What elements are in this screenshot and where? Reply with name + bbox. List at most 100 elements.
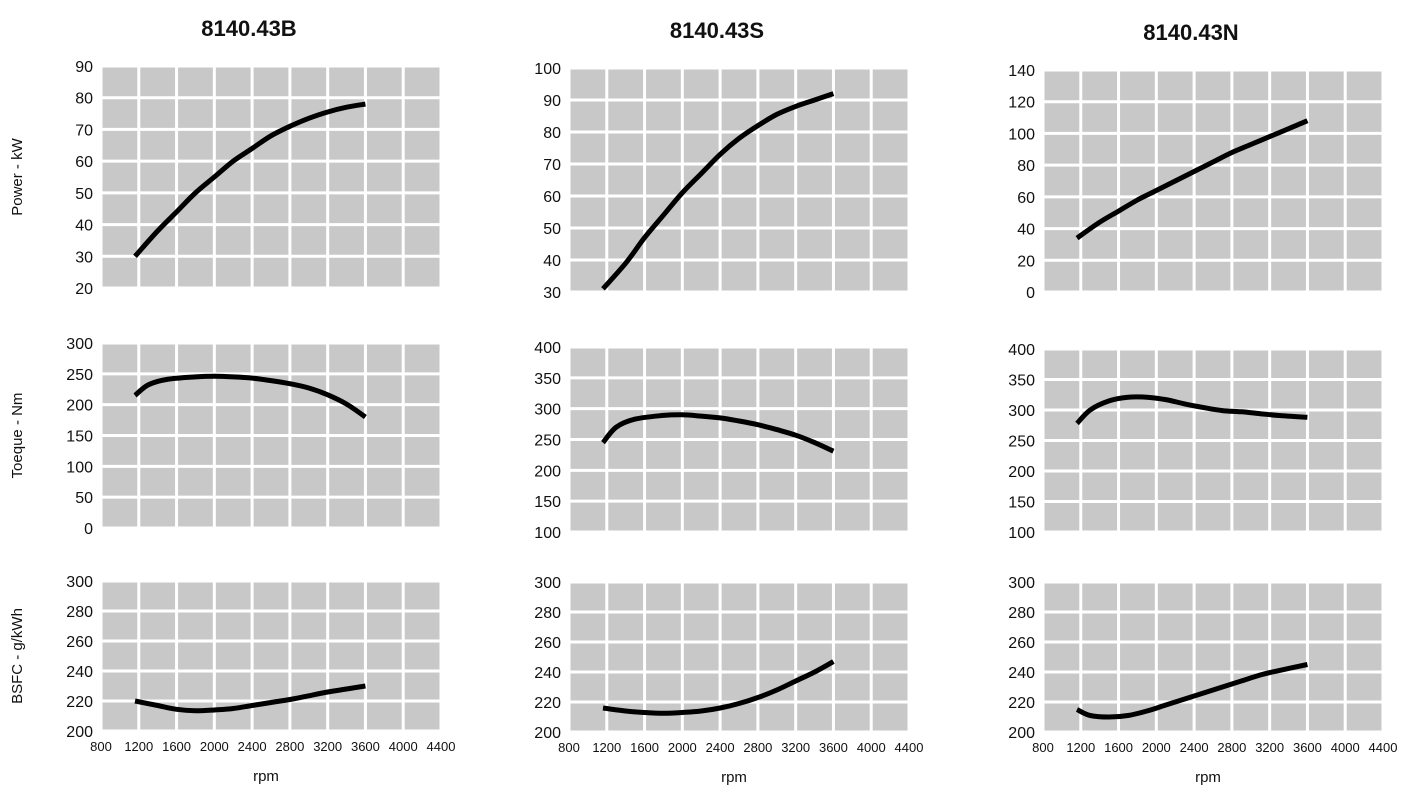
- y-tick-label: 30: [75, 249, 93, 266]
- x-tick-label: 2800: [1217, 740, 1246, 755]
- chart-panel-5: 100 150 200 250 300 350 400: [1008, 342, 1385, 542]
- x-tick-label: 1600: [1104, 740, 1133, 755]
- x-tick-label: 1200: [124, 739, 153, 754]
- y-tick-label: 80: [543, 125, 561, 142]
- y-axis-label: Toeque - Nm: [9, 393, 26, 479]
- plot-background: [101, 581, 441, 731]
- series-line: [133, 101, 366, 258]
- x-tick-label: 3600: [1293, 740, 1322, 755]
- x-tick-label: 2000: [1142, 740, 1171, 755]
- y-tick-label: 60: [1017, 190, 1035, 207]
- plot-background: [1043, 582, 1383, 732]
- y-tick-label: 350: [534, 371, 561, 388]
- y-tick-label: 240: [534, 665, 561, 682]
- y-tick-label: 300: [1008, 575, 1035, 592]
- series-line: [602, 659, 835, 716]
- y-tick-label: 140: [1008, 63, 1035, 80]
- y-tick-label: 90: [75, 59, 93, 76]
- y-tick-label: 30: [543, 285, 561, 302]
- series-line: [601, 412, 835, 454]
- y-tick-label: 50: [75, 186, 93, 203]
- x-axis-label: rpm: [721, 769, 747, 786]
- x-tick-label: 2400: [1180, 740, 1209, 755]
- x-tick-label: 3200: [781, 740, 810, 755]
- y-tick-label: 120: [1008, 95, 1035, 112]
- x-tick-label: 3200: [313, 739, 342, 754]
- y-tick-label: 300: [1008, 403, 1035, 420]
- y-tick-label: 300: [534, 575, 561, 592]
- x-tick-label: 2800: [743, 740, 772, 755]
- x-axis-label: rpm: [1195, 769, 1221, 786]
- y-tick-label: 100: [66, 459, 93, 476]
- y-tick-label: 300: [534, 402, 561, 419]
- chart-title: 8140.43S: [670, 18, 764, 43]
- y-tick-label: 200: [1008, 464, 1035, 481]
- y-tick-label: 60: [75, 154, 93, 171]
- x-tick-label: 4400: [895, 740, 924, 755]
- x-tick-label: 2000: [200, 739, 229, 754]
- x-tick-label: 4400: [1369, 740, 1398, 755]
- y-tick-label: 400: [534, 340, 561, 357]
- x-tick-label: 1200: [1066, 740, 1095, 755]
- y-tick-label: 220: [66, 694, 93, 711]
- y-tick-label: 280: [534, 605, 561, 622]
- series-line: [1075, 118, 1309, 241]
- chart-panel-3: 0 50 100 150 200 250 300 Toeque - Nm: [9, 336, 443, 538]
- x-tick-label: 1600: [630, 740, 659, 755]
- plot-background: [569, 68, 909, 292]
- y-tick-label: 220: [534, 695, 561, 712]
- series-line: [1075, 394, 1308, 426]
- y-tick-label: 50: [75, 490, 93, 507]
- y-tick-label: 350: [1008, 373, 1035, 390]
- plot-background: [569, 582, 909, 732]
- y-tick-label: 250: [534, 433, 561, 450]
- x-tick-label: 2800: [275, 739, 304, 754]
- y-tick-label: 250: [1008, 434, 1035, 451]
- y-tick-label: 100: [1008, 126, 1035, 143]
- x-tick-label: 1200: [592, 740, 621, 755]
- y-tick-label: 260: [66, 634, 93, 651]
- x-tick-label: 2400: [238, 739, 267, 754]
- x-axis-label: rpm: [253, 768, 279, 785]
- x-tick-label: 1600: [162, 739, 191, 754]
- x-tick-label: 2400: [706, 740, 735, 755]
- y-tick-label: 300: [66, 574, 93, 591]
- y-tick-label: 200: [1008, 725, 1035, 742]
- y-tick-label: 250: [66, 367, 93, 384]
- y-tick-label: 40: [75, 218, 93, 235]
- y-tick-label: 260: [534, 635, 561, 652]
- y-tick-label: 40: [543, 253, 561, 270]
- plot-background: [101, 66, 441, 288]
- chart-panel-4: 100 150 200 250 300 350 400: [534, 340, 911, 542]
- chart-panel-6: 200 220 240 260 280 300 800 1200 1600 2000 2400 280…: [9, 574, 455, 785]
- y-tick-label: 20: [1017, 253, 1035, 270]
- y-tick-label: 80: [75, 91, 93, 108]
- y-tick-label: 280: [66, 604, 93, 621]
- y-tick-label: 70: [75, 122, 93, 139]
- series-line: [133, 373, 367, 420]
- x-tick-label: 2000: [668, 740, 697, 755]
- y-tick-label: 40: [1017, 222, 1035, 239]
- y-tick-label: 150: [534, 494, 561, 511]
- y-tick-label: 100: [1008, 525, 1035, 542]
- chart-title: 8140.43N: [1143, 20, 1238, 45]
- y-tick-label: 150: [1008, 495, 1035, 512]
- x-tick-label: 3600: [351, 739, 380, 754]
- chart-panel-7: 200 220 240 260 280 300 800 1200 1600 2000 2400 280…: [534, 575, 923, 786]
- x-tick-label: 4000: [857, 740, 886, 755]
- chart-title: 8140.43B: [201, 16, 296, 41]
- y-tick-label: 0: [1026, 285, 1035, 302]
- x-tick-label: 4000: [1331, 740, 1360, 755]
- y-tick-label: 70: [543, 157, 561, 174]
- chart-panel-8: 200 220 240 260 280 300 800 1200 1600 2000 2400 280…: [1008, 575, 1397, 786]
- y-tick-label: 200: [66, 398, 93, 415]
- y-tick-label: 200: [534, 725, 561, 742]
- series-line: [134, 683, 366, 714]
- chart-panel-0: 20 30 40 50 60 70 80 90 8140.43B Power - kW: [9, 16, 443, 298]
- y-tick-label: 90: [543, 93, 561, 110]
- x-tick-label: 800: [558, 740, 580, 755]
- x-tick-label: 4000: [389, 739, 418, 754]
- y-tick-label: 150: [66, 429, 93, 446]
- y-axis-label: BSFC - g/kWh: [9, 608, 26, 704]
